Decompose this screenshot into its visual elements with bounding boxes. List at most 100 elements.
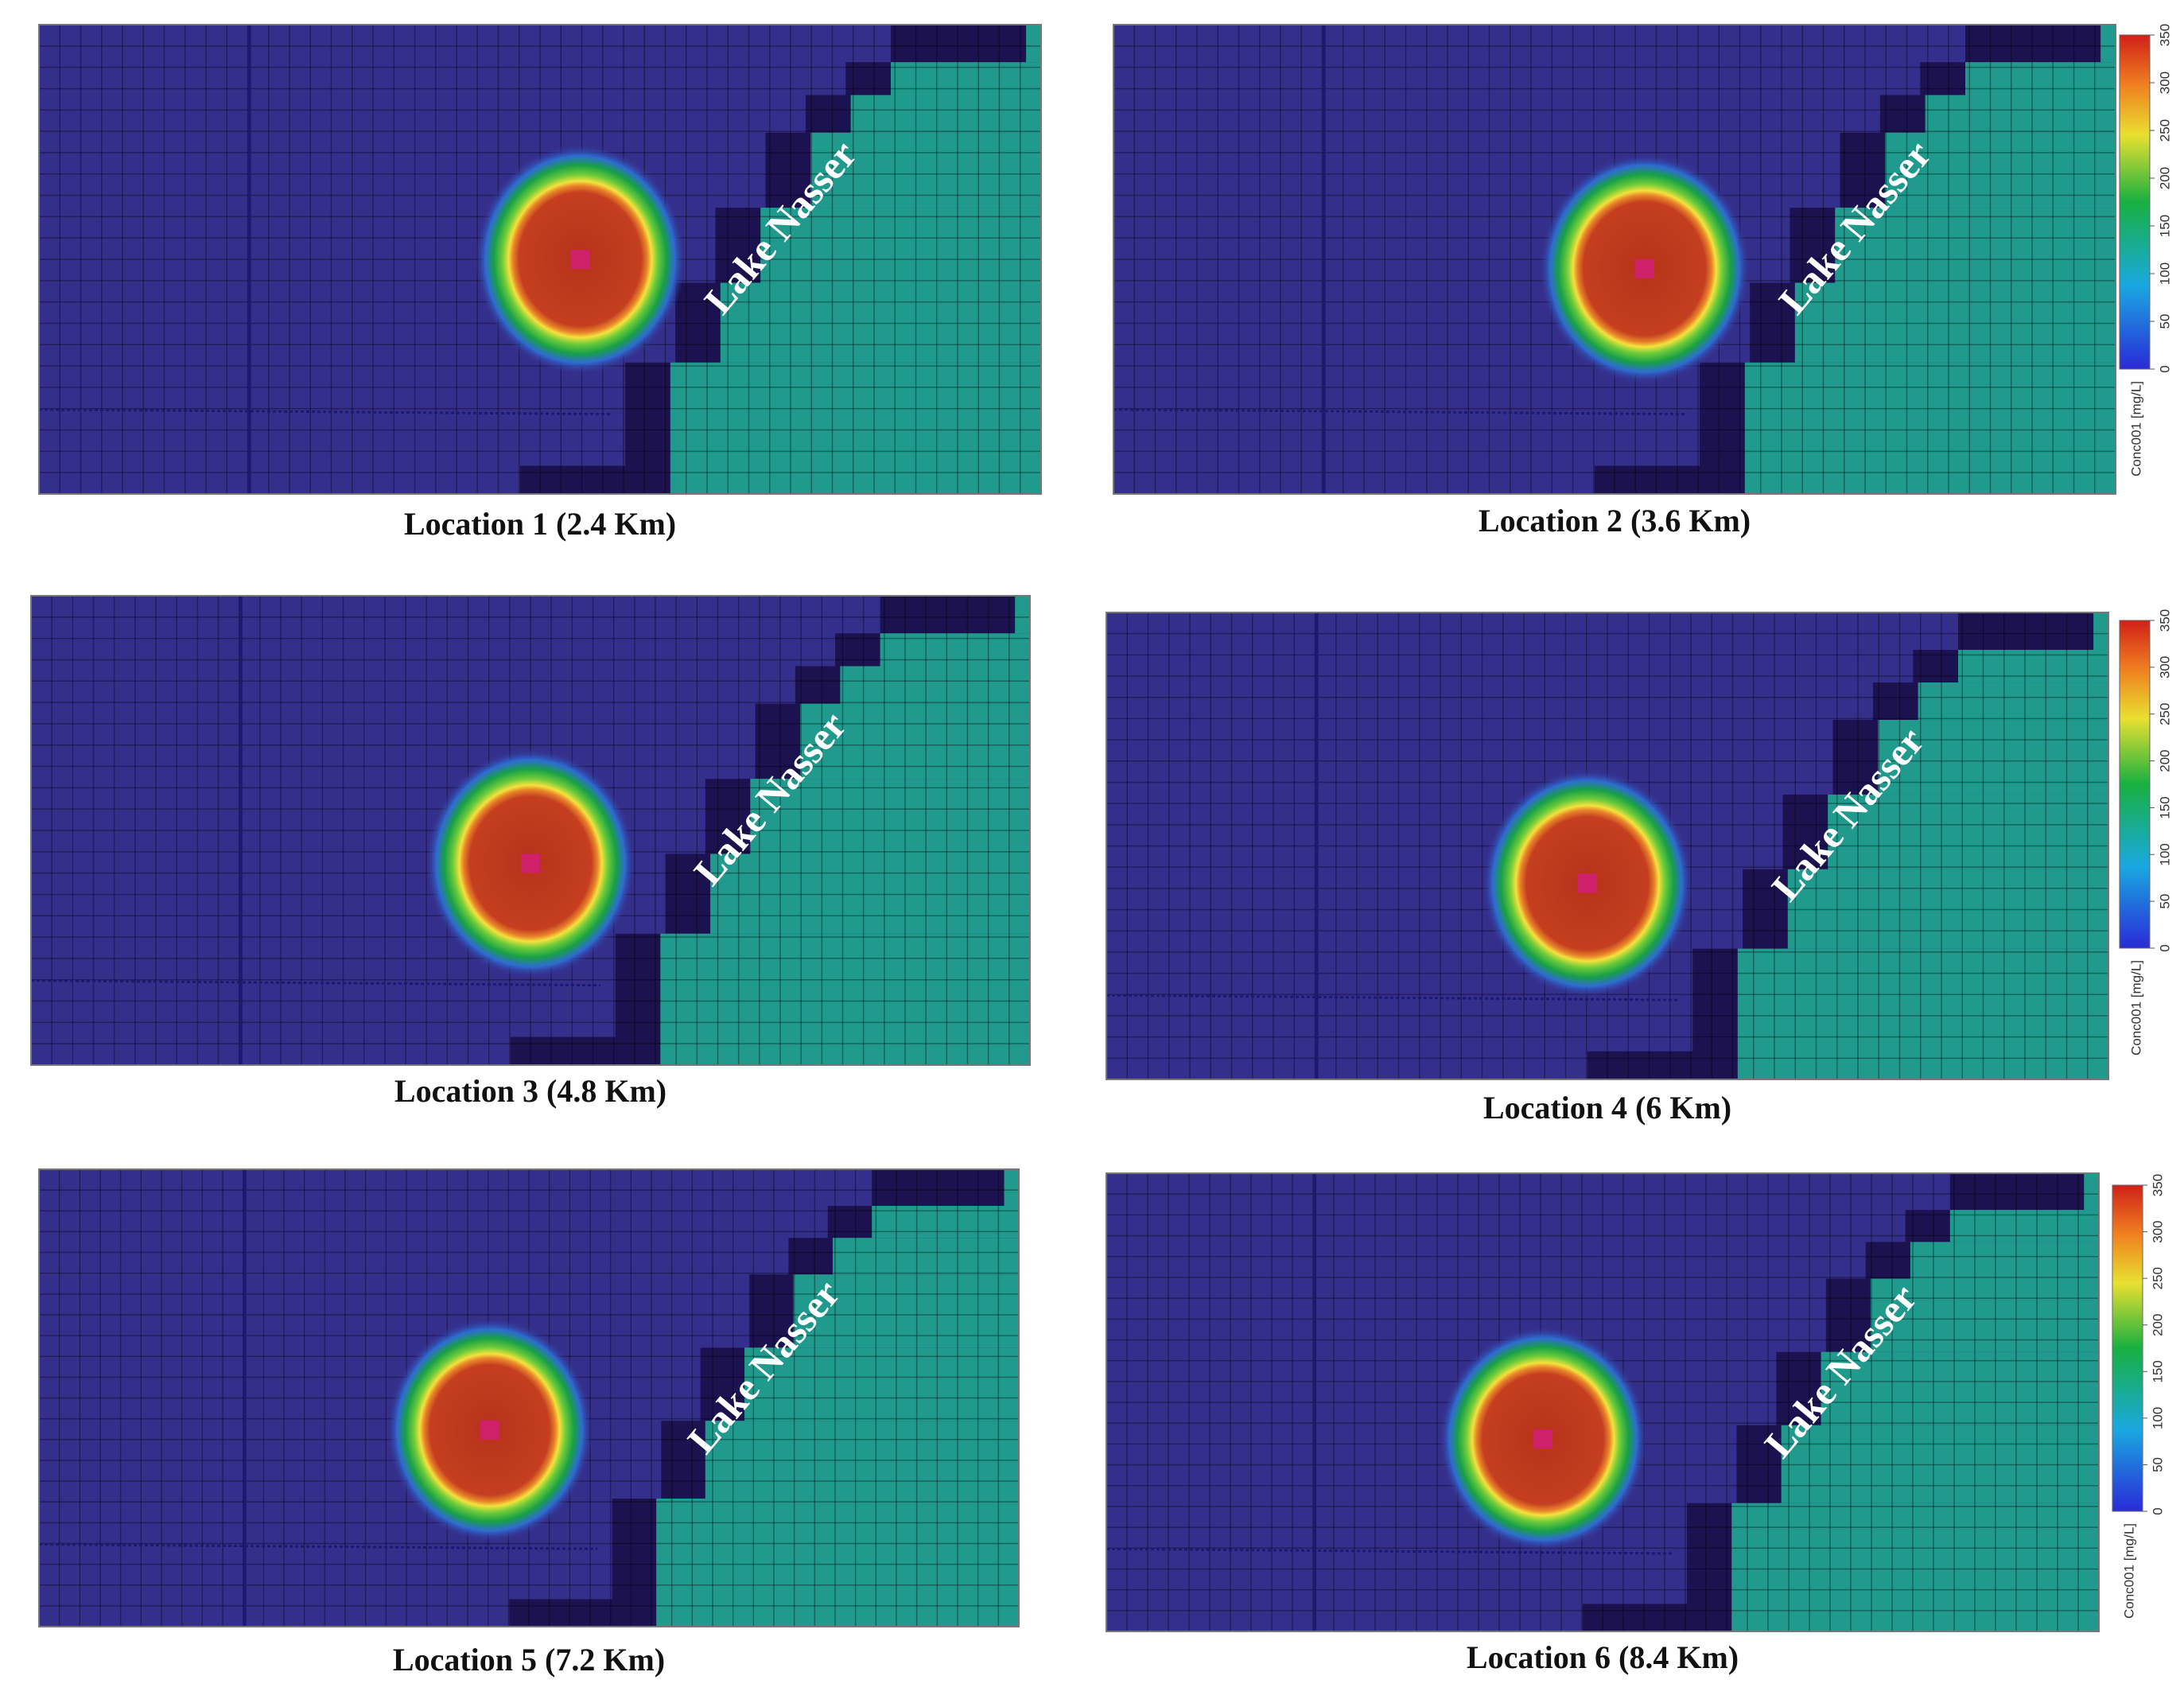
colorbar-tick-label: 300 (2150, 1220, 2165, 1242)
boundary-cell (1832, 720, 1879, 795)
colorbar: 0 50 100 150 200 250 300 350 Conc001 [mg/L] (2112, 1174, 2165, 1619)
panel-caption: Location 3 (4.8 Km) (394, 1073, 666, 1109)
panel-caption: Location 2 (3.6 Km) (1479, 503, 1751, 539)
panel-caption: Location 1 (2.4 Km) (404, 506, 676, 542)
model-panel: Lake Nasser (38, 24, 1042, 495)
lake-cell (656, 1499, 1019, 1627)
well (1533, 1429, 1553, 1449)
boundary-cell (519, 465, 631, 494)
panel-caption: Location 5 (7.2 Km) (393, 1642, 665, 1678)
boundary-cell (1825, 1278, 1872, 1352)
well (570, 250, 590, 269)
boundary-cell (1692, 948, 1739, 1079)
lake-cell (832, 1238, 1019, 1275)
colorbar-tick-label: 250 (2150, 1267, 2165, 1289)
lake-cell (1965, 62, 2116, 95)
boundary-cell (845, 62, 892, 95)
lake-cell (1787, 869, 2108, 949)
boundary-cell (749, 1274, 795, 1348)
boundary-cell (700, 1347, 746, 1421)
boundary-cell (795, 666, 841, 704)
boundary-cell (2039, 1173, 2085, 1211)
colorbar-tick-label: 250 (2157, 703, 2172, 725)
boundary-cell (1865, 1242, 1912, 1279)
boundary-cell (970, 596, 1016, 634)
lake-cell (850, 95, 1041, 133)
boundary-cell (2055, 25, 2102, 63)
colorbar-tick-label: 50 (2150, 1457, 2165, 1472)
colorbar-tick-label: 50 (2157, 314, 2172, 329)
boundary-cell (960, 1169, 1005, 1206)
boundary-cell (615, 933, 662, 1065)
boundary-cell (625, 362, 672, 494)
lake-cell (705, 1421, 1019, 1499)
model-panel: Lake Nasser (38, 1168, 1020, 1627)
boundary-cell (765, 132, 812, 208)
colorbar-tick-label: 0 (2157, 365, 2172, 372)
frame (38, 1168, 1020, 1627)
colorbar-label: Conc001 [mg/L] (2121, 1523, 2136, 1619)
lake-cell (1925, 95, 2116, 133)
colorbar-tick-label: 350 (2150, 1174, 2165, 1196)
frame (1106, 1172, 2100, 1632)
boundary-cell (675, 282, 722, 363)
lake-cell (1918, 682, 2108, 721)
boundary-cell (665, 853, 712, 934)
colorbar-tick-label: 150 (2150, 1360, 2165, 1382)
boundary-cell (1687, 1503, 1733, 1631)
model-panel: Lake Nasser (1106, 612, 2109, 1080)
panel-caption: Location 4 (6 Km) (1483, 1090, 1731, 1126)
boundary-cell (1750, 282, 1797, 363)
lake-cell (1821, 1351, 2099, 1425)
boundary-cell (1872, 682, 1919, 721)
colorbar: 0 50 100 150 200 250 300 350 Conc001 [mg/L] (2119, 24, 2172, 476)
lake-cell (660, 933, 1030, 1065)
lake-cell (793, 1274, 1019, 1348)
canal (38, 408, 611, 416)
lake-cell (872, 1206, 1019, 1238)
colorbar-tick-label: 200 (2157, 167, 2172, 189)
well (1634, 259, 1654, 278)
boundary-cell (1879, 95, 1926, 133)
boundary-cell (755, 703, 802, 780)
colorbar-label: Conc001 [mg/L] (2128, 381, 2143, 476)
model-panel: Lake Nasser (30, 595, 1031, 1066)
lake-cell (670, 362, 1041, 494)
colorbar-tick-label: 350 (2157, 609, 2172, 632)
lake-cell (1870, 1278, 2099, 1352)
boundary-cell (1583, 1604, 1692, 1631)
colorbar-scale (2119, 620, 2151, 949)
colorbar-tick-label: 200 (2150, 1314, 2165, 1336)
colorbar-label: Conc001 [mg/L] (2128, 960, 2143, 1056)
lake-cell (1910, 1242, 2099, 1279)
boundary-cell (981, 25, 1028, 63)
boundary-cell (827, 1206, 873, 1238)
lake-cell (760, 208, 1041, 283)
boundary-cell (1736, 1425, 1782, 1503)
colorbar-tick-label: 150 (2157, 796, 2172, 818)
colorbar-tick-label: 150 (2157, 215, 2172, 237)
lake-cell (1026, 25, 1041, 63)
canal (1113, 408, 1685, 416)
lake-cell (810, 132, 1041, 208)
lake-cell (1744, 362, 2116, 494)
colorbar-tick-label: 0 (2157, 944, 2172, 951)
boundary-cell (1790, 208, 1836, 283)
lake-cell (1878, 720, 2108, 795)
lake-cell (2093, 612, 2108, 650)
colorbar-tick-label: 100 (2157, 843, 2172, 865)
lake-cell (2100, 25, 2116, 63)
lake-cell (710, 853, 1030, 934)
frame (30, 595, 1031, 1066)
well (1577, 873, 1597, 893)
lake-cell (1737, 948, 2108, 1079)
boundary-cell (1594, 465, 1705, 494)
lake-cell (1835, 208, 2116, 283)
boundary-cell (1776, 1351, 1822, 1425)
lake-cell (1958, 649, 2108, 683)
lake-cell (1794, 282, 2116, 363)
boundary-cell (661, 1421, 706, 1499)
lake-cell (750, 779, 1030, 854)
canal (30, 979, 600, 987)
